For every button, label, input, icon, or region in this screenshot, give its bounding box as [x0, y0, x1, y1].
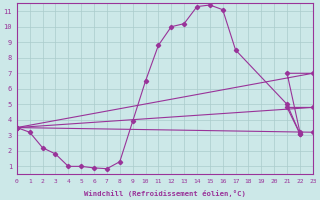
- X-axis label: Windchill (Refroidissement éolien,°C): Windchill (Refroidissement éolien,°C): [84, 190, 246, 197]
